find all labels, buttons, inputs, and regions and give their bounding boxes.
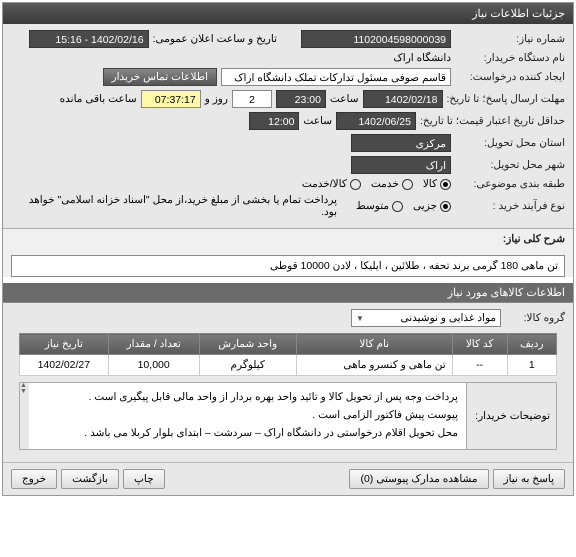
back-button[interactable]: بازگشت <box>61 469 119 489</box>
requester-label: ایجاد کننده درخواست: <box>455 71 565 83</box>
buyer-org-label: نام دستگاه خریدار: <box>455 52 565 64</box>
time-label-1: ساعت <box>330 93 359 105</box>
exit-button[interactable]: خروج <box>11 469 57 489</box>
table-row[interactable]: 1 -- تن ماهی و کنسرو ماهی کیلوگرم 10,000… <box>20 355 557 376</box>
radio-partial[interactable] <box>440 201 451 212</box>
td-qty: 10,000 <box>108 355 199 376</box>
radio-goods[interactable] <box>440 179 451 190</box>
city-label: شهر محل تحویل: <box>455 159 565 171</box>
notes-scroll[interactable]: ▲ ▼ <box>20 383 27 449</box>
need-desc-text: تن ماهی 180 گرمی برند تحفه ، طلائین ، ای… <box>11 255 565 277</box>
th-row: ردیف <box>507 334 556 355</box>
need-number-label: شماره نیاز: <box>455 33 565 45</box>
respond-button[interactable]: پاسخ به نیاز <box>493 469 565 489</box>
days-field: 2 <box>232 90 272 108</box>
price-valid-date: 1402/06/25 <box>336 112 416 130</box>
cat-goods-label: کالا <box>423 178 437 190</box>
location-label: استان محل تحویل: <box>455 137 565 149</box>
goods-group-value: مواد غذایی و نوشیدنی <box>400 312 496 324</box>
response-deadline-label: مهلت ارسال پاسخ؛ تا تاریخ: <box>447 93 566 105</box>
goods-table: ردیف کد کالا نام کالا واحد شمارش تعداد /… <box>19 333 557 376</box>
form-area: شماره نیاز: 1102004598000039 تاریخ و ساع… <box>3 24 573 228</box>
contact-button[interactable]: اطلاعات تماس خریدار <box>103 68 217 86</box>
radio-service[interactable] <box>402 179 413 190</box>
scroll-down-icon[interactable]: ▼ <box>20 389 27 395</box>
attachments-button[interactable]: مشاهده مدارک پیوستی (0) <box>349 469 488 489</box>
category-radio-group: کالا خدمت کالا/خدمت <box>302 178 451 190</box>
goods-group-dropdown[interactable]: مواد غذایی و نوشیدنی ▼ <box>351 309 501 327</box>
need-desc-section: شرح کلی نیاز: تن ماهی 180 گرمی برند تحفه… <box>3 228 573 277</box>
th-date: تاریخ نیاز <box>20 334 109 355</box>
announce-value: 1402/02/16 - 15:16 <box>29 30 149 48</box>
response-date: 1402/02/18 <box>363 90 443 108</box>
print-button[interactable]: چاپ <box>123 469 165 489</box>
remaining-time: 07:37:17 <box>141 90 201 108</box>
main-panel: جزئیات اطلاعات نیاز شماره نیاز: 11020045… <box>2 2 574 496</box>
announce-label: تاریخ و ساعت اعلان عمومی: <box>153 33 277 45</box>
th-name: نام کالا <box>296 334 452 355</box>
requester-field: قاسم صوفی مسئول تدارکات تملک دانشگاه ارا… <box>221 68 451 86</box>
buyer-notes-label: توضیحات خریدار: <box>466 383 556 449</box>
td-name: تن ماهی و کنسرو ماهی <box>296 355 452 376</box>
td-unit: کیلوگرم <box>199 355 296 376</box>
radio-medium[interactable] <box>392 201 403 212</box>
process-label: نوع فرآیند خرید : <box>455 200 565 212</box>
th-code: کد کالا <box>452 334 507 355</box>
proc-partial-label: جزیی <box>413 200 437 212</box>
td-row: 1 <box>507 355 556 376</box>
remaining-label: ساعت باقی مانده <box>60 93 137 105</box>
price-valid-label: حداقل تاریخ اعتبار قیمت؛ تا تاریخ: <box>420 115 565 127</box>
need-number-field: 1102004598000039 <box>301 30 451 48</box>
buyer-org: دانشگاه اراک <box>393 52 451 64</box>
proc-medium-label: متوسط <box>356 200 389 212</box>
city-field: اراک <box>351 156 451 174</box>
proc-note: پرداخت تمام یا بخشی از مبلغ خرید،از محل … <box>11 194 337 218</box>
td-date: 1402/02/27 <box>20 355 109 376</box>
radio-goods-service[interactable] <box>350 179 361 190</box>
location-field: مرکزی <box>351 134 451 152</box>
th-qty: تعداد / مقدار <box>108 334 199 355</box>
cat-gs-label: کالا/خدمت <box>302 178 347 190</box>
process-radio-group: جزیی متوسط <box>356 200 451 212</box>
buyer-notes-text: پرداخت وجه پس از تحویل کالا و تائید واحد… <box>29 383 466 449</box>
time-label-2: ساعت <box>303 115 332 127</box>
category-label: طبقه بندی موضوعی: <box>455 178 565 190</box>
chevron-down-icon: ▼ <box>356 314 364 323</box>
goods-section-title: اطلاعات کالاهای مورد نیاز <box>3 283 573 303</box>
cat-service-label: خدمت <box>371 178 399 190</box>
buyer-notes: توضیحات خریدار: پرداخت وجه پس از تحویل ک… <box>19 382 557 450</box>
price-valid-time: 12:00 <box>249 112 299 130</box>
day-label: روز و <box>205 93 228 105</box>
response-time: 23:00 <box>276 90 326 108</box>
th-unit: واحد شمارش <box>199 334 296 355</box>
goods-group-label: گروه کالا: <box>505 312 565 324</box>
td-code: -- <box>452 355 507 376</box>
need-desc-label: شرح کلی نیاز: <box>455 233 565 245</box>
panel-title: جزئیات اطلاعات نیاز <box>3 3 573 24</box>
footer: پاسخ به نیاز مشاهده مدارک پیوستی (0) چاپ… <box>3 462 573 495</box>
